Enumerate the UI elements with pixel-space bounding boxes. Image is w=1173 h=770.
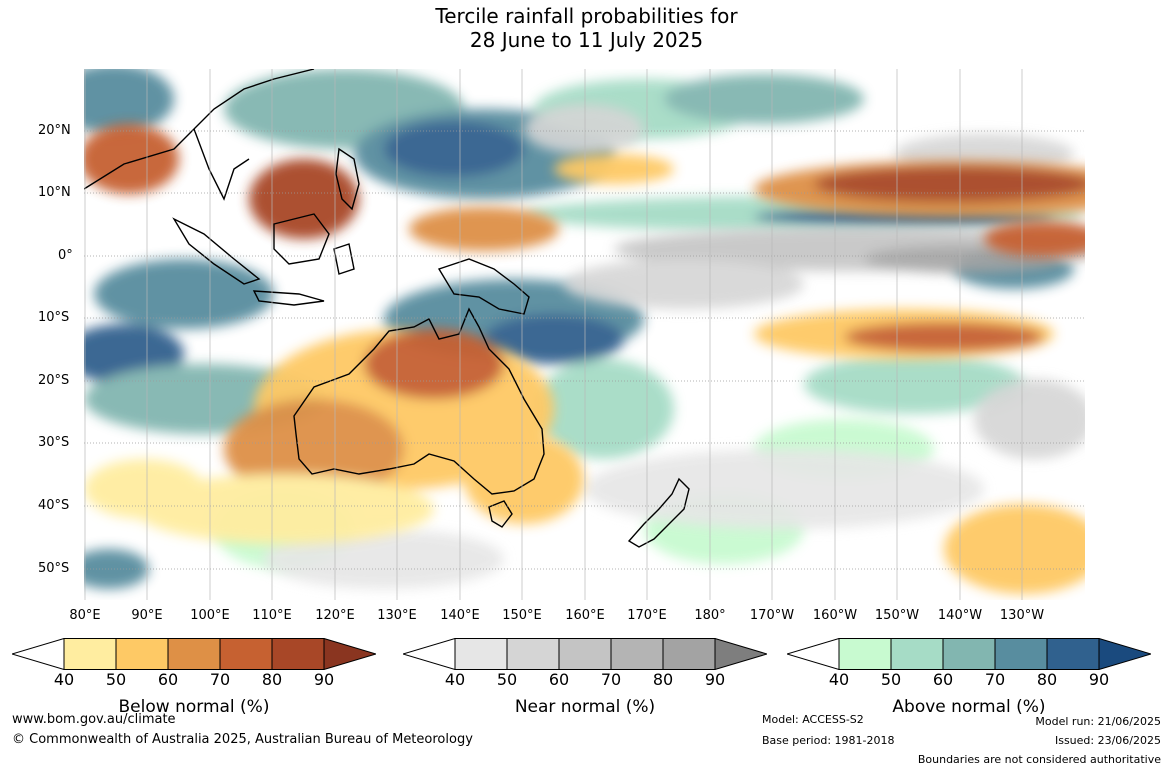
latitude-label: 20°N [38,123,71,138]
colorbar-swatch [890,638,944,670]
colorbar-tick-label: 90 [704,670,726,689]
model-text: Model: ACCESS-S2 [762,713,864,726]
borneo-outline [273,213,330,265]
colorbar-swatch [454,638,508,670]
colorbar-tick-label: 40 [53,670,75,689]
colorbar-tick-label: 50 [880,670,902,689]
latitude-label: 20°S [38,373,70,388]
colorbar-tick-label: 60 [157,670,179,689]
below-normal-regions [84,124,1085,594]
colorbar-tick-label: 90 [1088,670,1110,689]
longitude-label: 150°W [874,608,920,623]
colorbar-min-extension [12,638,65,670]
coastlines [84,69,690,548]
australia-outline [293,307,545,495]
colorbar-tick-label: 50 [496,670,518,689]
colorbar-swatch [558,638,612,670]
title-line-1: Tercile rainfall probabilities for [435,4,738,28]
colorbar-max-extension [323,638,376,670]
java-outline [252,290,325,306]
colorbar-near-normal [403,638,767,670]
longitude-label: 160°E [565,608,605,623]
longitude-label: 170°E [627,608,667,623]
colorbar-tick-label: 70 [984,670,1006,689]
latitude-label: 10°N [38,185,71,200]
colorbar-tick-label: 40 [828,670,850,689]
colorbar-min-extension [787,638,840,670]
longitude-label: 140°W [937,608,983,623]
base-period-text: Base period: 1981-2018 [762,734,895,747]
longitude-label: 90°E [131,608,163,623]
longitude-label: 80°E [69,608,101,623]
colorbar-tick-label: 60 [548,670,570,689]
longitude-label: 150°E [502,608,542,623]
colorbar-tick-label: 40 [444,670,466,689]
copyright-text: © Commonwealth of Australia 2025, Austra… [12,732,473,747]
colorbar-title: Near normal (%) [514,697,656,717]
longitude-label: 110°E [252,608,292,623]
map-canvas [84,69,1085,600]
longitude-label: 130°W [999,608,1045,623]
latitude-label: 10°S [38,310,70,325]
colorbar-tick-label: 70 [209,670,231,689]
colorbar-min-extension [403,638,456,670]
probability-map [84,69,1085,600]
colorbar-tick-label: 60 [932,670,954,689]
longitude-label: 140°E [440,608,480,623]
colorbar-title: Below normal (%) [118,697,270,717]
colorbar-swatch [1046,638,1100,670]
colorbar-max-extension [714,638,767,670]
website-text: www.bom.gov.au/climate [12,712,176,727]
colorbar-swatch [219,638,273,670]
colorbar-swatch [662,638,716,670]
colorbar-tick-label: 50 [105,670,127,689]
colorbar-tick-label: 90 [313,670,335,689]
colorbar-swatch [167,638,221,670]
colorbar-max-extension [1098,638,1151,670]
tasmania-outline [488,500,513,528]
colorbar-swatch [610,638,664,670]
longitude-label: 180° [694,608,726,623]
colorbar-swatch [115,638,169,670]
longitude-label: 170°W [749,608,795,623]
map-title: Tercile rainfall probabilities for 28 Ju… [0,4,1173,52]
philippines-outline [335,147,360,211]
latitude-label: 0° [58,248,73,263]
asia-coast-outline [84,69,315,190]
colorbar-tick-label: 80 [261,670,283,689]
colorbar-swatch [942,638,996,670]
sulawesi-outline [333,243,355,275]
colorbar-tick-label: 80 [1036,670,1058,689]
latitude-label: 40°S [38,498,70,513]
colorbar-tick-label: 80 [652,670,674,689]
colorbar-swatch [838,638,892,670]
indochina-outline [193,128,250,201]
colorbar-tick-label: 70 [600,670,622,689]
colorbar-title: Above normal (%) [892,697,1046,717]
colorbar-swatch [506,638,560,670]
colorbar-swatch [271,638,325,670]
colorbar-swatch [63,638,117,670]
new-guinea-outline [437,258,530,315]
longitude-label: 130°E [377,608,417,623]
longitude-label: 120°E [315,608,355,623]
graticule [84,69,1085,600]
sumatra-outline [172,217,261,285]
latitude-label: 30°S [38,435,70,450]
latitude-label: 50°S [38,561,70,576]
colorbar-swatch [994,638,1048,670]
model-run-text: Model run: 21/06/2025 [1035,715,1161,728]
disclaimer-text: Boundaries are not considered authoritat… [917,753,1161,766]
longitude-label: 100°E [190,608,230,623]
longitude-label: 160°W [812,608,858,623]
new-zealand-outline [627,477,690,548]
title-line-2: 28 June to 11 July 2025 [469,28,704,52]
issued-text: Issued: 23/06/2025 [1054,734,1161,747]
colorbar-above-normal [787,638,1151,670]
colorbar-below-normal [12,638,376,670]
